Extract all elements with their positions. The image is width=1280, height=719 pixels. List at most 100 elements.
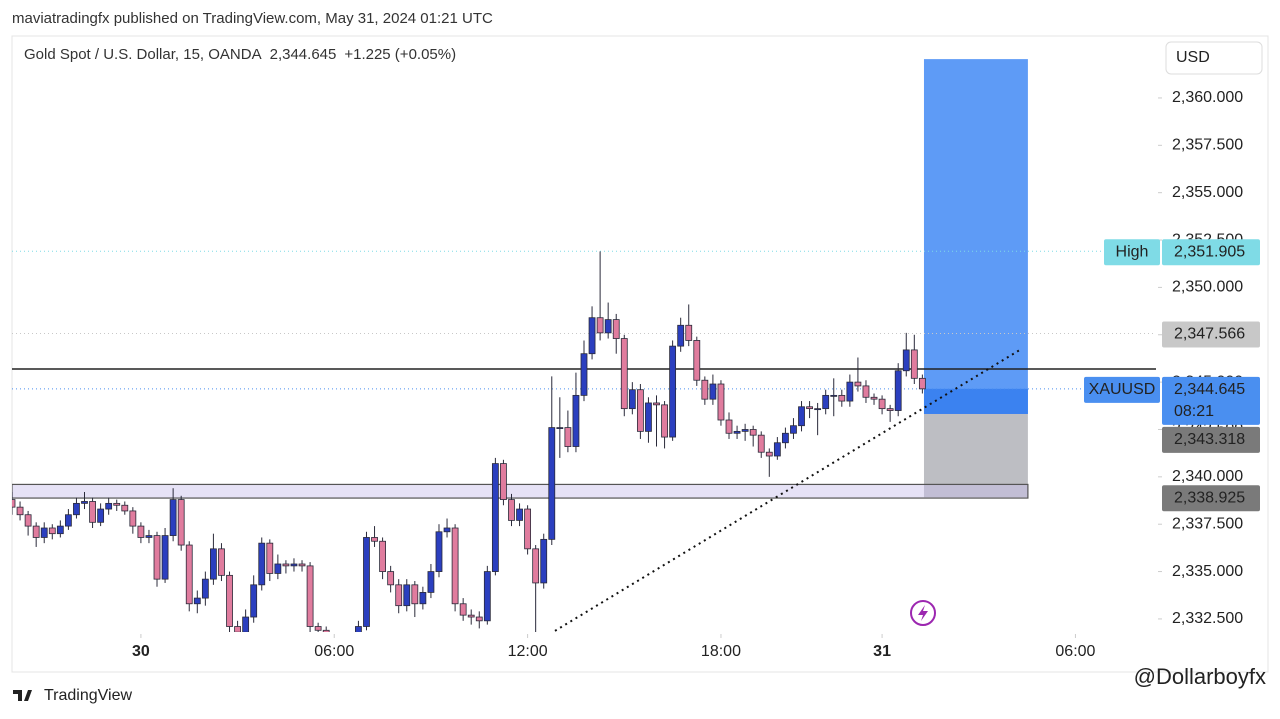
candle-body	[532, 548, 540, 584]
candle-body	[443, 527, 451, 533]
candle-body	[363, 537, 370, 627]
candle-body	[773, 442, 781, 457]
price-badge	[1162, 485, 1260, 512]
candle-body	[910, 349, 918, 379]
candle-body	[387, 571, 395, 586]
candle-body	[814, 408, 822, 411]
candle-body	[741, 429, 749, 432]
candle-body	[129, 510, 137, 527]
candle-body	[806, 406, 813, 410]
candle-body	[838, 394, 846, 402]
price-badge	[1162, 426, 1260, 453]
candle-body	[298, 563, 306, 567]
candle-body	[274, 563, 282, 574]
candle-body	[765, 451, 773, 457]
legend-change: +1.225 (+0.05%)	[344, 46, 456, 63]
candle-body	[322, 629, 330, 632]
price-badge	[1162, 321, 1260, 348]
plot-area	[12, 59, 1156, 632]
x-tick-label: 06:00	[1055, 643, 1095, 660]
candle-body	[64, 514, 72, 527]
candle-body	[749, 429, 757, 436]
candle-body	[266, 542, 274, 574]
x-tick-label: 30	[132, 643, 150, 660]
price-badge-label: 2,338.925	[1174, 489, 1245, 506]
candle-body	[886, 408, 894, 411]
candle-body	[97, 508, 105, 523]
candle-body	[540, 538, 548, 584]
candle-body	[395, 584, 403, 607]
candle-body	[661, 404, 668, 438]
candle-body	[177, 499, 185, 546]
candle-body	[193, 597, 201, 605]
candle-body	[645, 402, 652, 432]
candle-body	[628, 389, 636, 410]
countdown: 08:21	[1174, 403, 1214, 420]
price-badge-label: 2,347.566	[1174, 326, 1245, 343]
candle-body	[620, 338, 628, 410]
candle-body	[16, 506, 24, 516]
candle-body	[161, 535, 169, 580]
candle-body	[467, 614, 475, 618]
candle-body	[918, 377, 926, 390]
candle-body	[459, 603, 467, 616]
candle-body	[612, 319, 620, 339]
y-tick-label: 2,340.000	[1172, 468, 1243, 485]
publish-header: maviatradingfx published on TradingView.…	[12, 10, 493, 27]
level-name-badge	[1104, 239, 1160, 266]
candle-body	[411, 584, 419, 605]
price-badge-label: 2,344.645	[1174, 381, 1245, 398]
candle-body	[483, 571, 491, 622]
candle-body	[854, 381, 862, 387]
candle-body	[878, 398, 886, 410]
candle-body	[32, 525, 40, 538]
price-badge	[1162, 239, 1260, 266]
candle-body	[725, 419, 733, 434]
candle-body	[242, 616, 250, 632]
price-badge	[1162, 376, 1260, 425]
currency-box[interactable]	[1165, 41, 1263, 75]
price-badge-label: 2,343.318	[1174, 431, 1245, 448]
candle-body	[258, 542, 266, 586]
candle-body	[40, 527, 48, 538]
candle-body	[508, 499, 515, 521]
candle-body	[169, 499, 177, 536]
candle-body	[314, 626, 322, 631]
y-tick-label: 2,337.500	[1172, 515, 1243, 532]
candle-body	[48, 527, 56, 535]
x-tick-label: 18:00	[701, 643, 741, 660]
price-badge-label: 2,351.905	[1174, 244, 1245, 261]
y-tick-label: 2,357.500	[1172, 137, 1243, 154]
candle-body	[516, 508, 523, 521]
y-tick-label: 2,335.000	[1172, 563, 1243, 580]
currency: USD	[1176, 49, 1210, 66]
candle-body	[701, 379, 709, 400]
level-name-badge	[1084, 376, 1160, 403]
candle-body	[290, 563, 298, 567]
level-name: XAUUSD	[1089, 381, 1156, 398]
legend-price: 2,344.645	[270, 46, 337, 63]
y-tick-label: 2,350.000	[1172, 279, 1243, 296]
candle-body	[870, 396, 878, 400]
candle-body	[81, 501, 88, 504]
candle-body	[500, 463, 507, 500]
legend-symbol: Gold Spot / U.S. Dollar, 15, OANDA	[24, 46, 262, 63]
candle-body	[604, 319, 612, 334]
candle-body	[73, 502, 80, 516]
candle-body	[564, 427, 572, 447]
entry-band	[923, 388, 1028, 414]
chart-frame	[11, 35, 1269, 673]
candle-body	[902, 349, 910, 372]
candle-body	[306, 565, 314, 627]
candle-body	[226, 574, 233, 627]
candle-body	[790, 425, 797, 434]
x-tick-label: 12:00	[508, 643, 548, 660]
candle-body	[145, 535, 153, 538]
candle-body	[830, 394, 838, 397]
candle-body	[435, 531, 443, 572]
candle-body	[121, 504, 129, 512]
lightning-icon[interactable]	[910, 600, 936, 626]
trend-line	[554, 348, 1022, 632]
candle-body	[757, 434, 765, 453]
